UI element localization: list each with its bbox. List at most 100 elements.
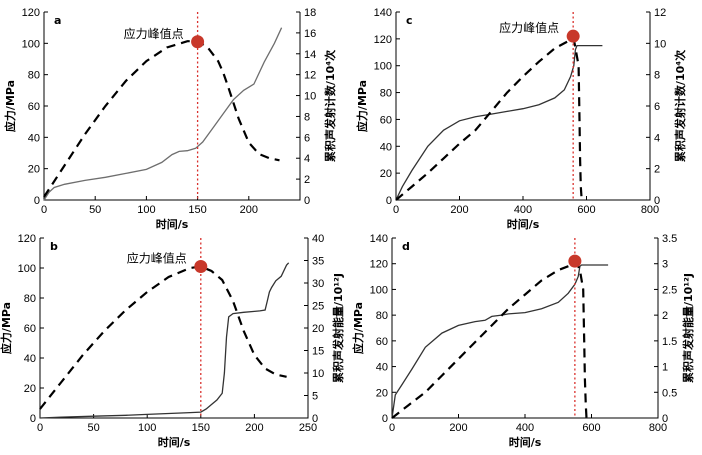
y-tick-label: 100 (374, 61, 392, 73)
y2-tick-label: 0 (662, 413, 668, 425)
y2-axis-label: 累积声发射能量/10¹²J (681, 273, 695, 383)
y2-tick-label: 8 (304, 111, 310, 123)
series-acoustic-line (39, 265, 287, 410)
y2-tick-label: 12 (304, 70, 316, 82)
y2-tick-label: 4 (304, 153, 310, 165)
x-tick-label: 0 (41, 204, 47, 216)
panel-c: 0 200 400 600 800020406080100120140024681012… (355, 7, 687, 231)
y-tick-label: 20 (376, 387, 388, 399)
y-axis-label: 应力/MPa (355, 80, 369, 132)
x-tick-label: 0 (37, 422, 43, 434)
panel-d: 0 200 400 600 80002040608010012014000.511.52… (351, 233, 695, 449)
x-tick-label: 150 (188, 204, 206, 216)
y2-axis-label: 累积声发射能量/10¹²J (331, 273, 345, 383)
x-axis-label: 时间/s (507, 217, 540, 231)
y2-tick-label: 0 (304, 195, 310, 207)
x-tick-label: 50 (89, 204, 101, 216)
y-tick-label: 60 (376, 336, 388, 348)
y2-tick-label: 2 (654, 164, 660, 176)
y-tick-label: 80 (28, 70, 40, 82)
y2-tick-label: 3.5 (662, 233, 677, 245)
y2-tick-label: 40 (312, 233, 324, 245)
y2-tick-label: 10 (654, 38, 666, 50)
y-tick-label: 60 (24, 323, 36, 335)
x-axis-label: 时间/s (509, 435, 542, 449)
y-tick-label: 40 (24, 353, 36, 365)
y2-tick-label: 3 (662, 259, 668, 271)
y-tick-label: 0 (30, 413, 36, 425)
y-tick-label: 120 (370, 259, 388, 271)
axis-frame (391, 238, 659, 419)
y-tick-label: 0 (386, 195, 392, 207)
panel-letter: c (406, 14, 413, 27)
x-tick-label: 250 (299, 422, 317, 434)
y-tick-label: 140 (374, 7, 392, 19)
y-axis-label: 应力/MPa (0, 302, 13, 354)
axis-frame (395, 12, 651, 201)
y-tick-label: 120 (22, 7, 40, 19)
x-tick-label: 150 (192, 422, 210, 434)
y2-tick-label: 10 (304, 91, 316, 103)
series-acoustic-line (395, 37, 583, 201)
y-tick-label: 120 (18, 233, 36, 245)
series-stress-line (43, 27, 283, 201)
y2-tick-label: 25 (312, 301, 324, 313)
y2-tick-label: 2 (304, 174, 310, 186)
x-tick-label: 200 (240, 204, 258, 216)
y-tick-label: 20 (380, 168, 392, 180)
y2-axis-label: 累积声发射计数/10⁴次 (673, 50, 687, 162)
panel-letter: b (50, 240, 58, 253)
y2-tick-label: 8 (654, 70, 660, 82)
series-stress-dark-line (391, 264, 609, 419)
y-tick-label: 100 (370, 284, 388, 296)
panel-b: 0 50 100 150 200 2500204060801001200510152025… (0, 233, 345, 449)
y2-tick-label: 12 (654, 7, 666, 19)
y2-tick-label: 0.5 (662, 387, 677, 399)
stress-peak-dot (191, 35, 205, 49)
y2-tick-label: 4 (654, 132, 660, 144)
x-tick-label: 200 (450, 204, 468, 216)
y-tick-label: 120 (374, 34, 392, 46)
y-tick-label: 20 (24, 383, 36, 395)
y-tick-label: 40 (376, 362, 388, 374)
series-acoustic-line (43, 40, 280, 198)
stress-peak-dot (568, 254, 582, 268)
y2-tick-label: 2.5 (662, 284, 677, 296)
x-tick-label: 600 (582, 422, 600, 434)
y2-tick-label: 30 (312, 278, 324, 290)
x-tick-label: 600 (577, 204, 595, 216)
stress-peak-dot (566, 29, 580, 43)
y2-tick-label: 5 (312, 391, 318, 403)
y2-tick-label: 6 (654, 101, 660, 113)
peak-annotation: 应力峰值点 (127, 251, 187, 266)
y2-tick-label: 35 (312, 256, 324, 268)
x-tick-label: 400 (516, 422, 534, 434)
panel-letter: a (54, 14, 61, 27)
peak-annotation: 应力峰值点 (499, 20, 559, 35)
x-tick-label: 100 (138, 422, 156, 434)
y2-tick-label: 15 (312, 346, 324, 358)
series-acoustic-line (391, 260, 588, 419)
series-stress-dark-line (39, 262, 290, 419)
x-tick-label: 800 (641, 204, 659, 216)
y-axis-label: 应力/MPa (351, 302, 365, 354)
y-tick-label: 40 (28, 132, 40, 144)
peak-annotation: 应力峰值点 (124, 26, 184, 41)
y-tick-label: 60 (28, 101, 40, 113)
y2-tick-label: 1 (662, 362, 668, 374)
y2-tick-label: 18 (304, 7, 316, 19)
y-tick-label: 80 (24, 293, 36, 305)
x-tick-label: 50 (87, 422, 99, 434)
x-tick-label: 0 (393, 204, 399, 216)
y-tick-label: 0 (382, 413, 388, 425)
y-tick-label: 60 (380, 114, 392, 126)
y-tick-label: 40 (380, 141, 392, 153)
x-axis-label: 时间/s (156, 217, 189, 231)
y-tick-label: 140 (370, 233, 388, 245)
y2-axis-label: 累积声发射计数/10⁴次 (323, 50, 337, 162)
x-tick-label: 400 (514, 204, 532, 216)
y-tick-label: 20 (28, 164, 40, 176)
y-tick-label: 80 (376, 310, 388, 322)
x-tick-label: 800 (649, 422, 667, 434)
